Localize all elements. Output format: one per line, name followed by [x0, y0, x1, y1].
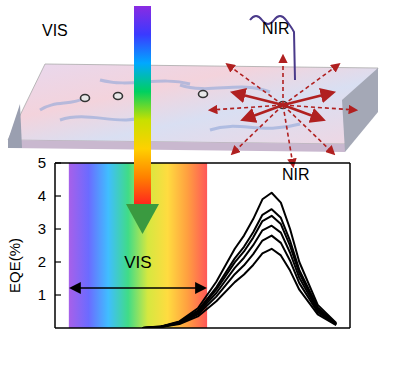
emission-arrow	[283, 105, 355, 110]
y-tick-label: 4	[38, 187, 46, 204]
mirror-left	[8, 104, 22, 148]
figure: VIS 1 2 3 4 5 EQE(%) VIS NIR NIR	[0, 0, 400, 368]
emission-arrow	[245, 105, 283, 119]
emission-arrow	[283, 65, 338, 105]
y-tick-label: 2	[38, 253, 46, 270]
illustration-label: VIS	[42, 22, 68, 39]
y-tick	[55, 294, 61, 295]
y-tick	[55, 228, 61, 229]
y-axis-label: EQE(%)	[6, 238, 23, 293]
illustration-label: NIR	[282, 166, 310, 183]
y-tick-label: 1	[38, 286, 46, 303]
x-axis	[55, 327, 350, 329]
emission-arrow	[283, 105, 333, 153]
y-tick	[55, 261, 61, 262]
nir-photon	[250, 16, 295, 80]
texture	[180, 85, 270, 92]
eqe-curve	[143, 249, 337, 328]
chart: VIS 1 2 3 4 5 EQE(%)	[6, 154, 350, 328]
series-group	[143, 193, 337, 328]
emission-arrow	[283, 105, 293, 165]
slab-top	[8, 64, 378, 144]
eqe-curve	[143, 209, 337, 328]
y-tick	[55, 162, 61, 163]
vis-arrow-head	[126, 204, 159, 234]
y-axis	[54, 163, 56, 328]
vis-label: VIS	[124, 253, 151, 272]
texture	[40, 98, 85, 110]
vis-arrow-shaft	[134, 6, 151, 206]
vis-range-arrow	[72, 287, 204, 289]
emission-arrow	[233, 105, 283, 153]
dye-molecule	[81, 95, 90, 102]
emission-arrow	[228, 65, 283, 105]
y-tick-label: 3	[38, 220, 46, 237]
eqe-curve	[143, 236, 337, 328]
eqe-curve	[143, 193, 337, 328]
emission-arrow	[211, 105, 283, 110]
y-tick	[55, 195, 61, 196]
illustration	[8, 16, 378, 165]
eqe-curve	[143, 216, 337, 328]
illustration-label: NIR	[262, 20, 290, 37]
emission-arrow	[283, 105, 321, 119]
frame-top	[55, 162, 350, 164]
dye-molecule	[199, 91, 208, 98]
dye-molecule	[114, 93, 123, 100]
emission-arrow	[282, 57, 284, 105]
frame-right	[349, 163, 351, 328]
slab-edge	[8, 140, 345, 152]
y-tick-label: 5	[38, 154, 46, 171]
eqe-curve	[143, 226, 337, 328]
vis-arrow	[126, 6, 159, 234]
